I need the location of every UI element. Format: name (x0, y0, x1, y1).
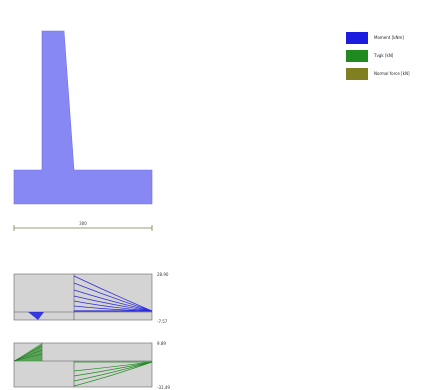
moment-min-label: -7.57 (157, 319, 168, 324)
moment-curves-right (73, 275, 153, 312)
legend-label-moment: Moment [kNm] (374, 35, 404, 40)
legend-swatch-normal-force (346, 67, 368, 80)
legend-label-shear: Tvgk [kN] (374, 53, 394, 58)
legend: Moment [kNm] Tvgk [kN] Normal force [kN] (346, 30, 410, 84)
legend-item-shear: Tvgk [kN] (346, 48, 410, 63)
dimension-line (13, 225, 153, 231)
shear-curves-right (73, 361, 153, 387)
legend-label-normal-force: Normal force [kN] (374, 71, 410, 76)
shear-diagram-panel (13, 342, 153, 388)
shear-lines-left (13, 345, 43, 362)
moment-diagram-panel (13, 273, 153, 321)
shear-curve-left (14, 343, 42, 361)
shear-min-label: -31.49 (157, 385, 170, 390)
moment-max-label: 28.90 (157, 272, 169, 277)
legend-swatch-shear (346, 49, 368, 62)
wall-cross-section (13, 30, 153, 205)
shear-max-label: 9.89 (157, 341, 166, 346)
legend-swatch-moment (346, 31, 368, 44)
legend-item-normal-force: Normal force [kN] (346, 66, 410, 81)
moment-curve-left (28, 312, 44, 320)
legend-item-moment: Moment [kNm] (346, 30, 410, 45)
dimension-label: 300 (79, 221, 87, 226)
